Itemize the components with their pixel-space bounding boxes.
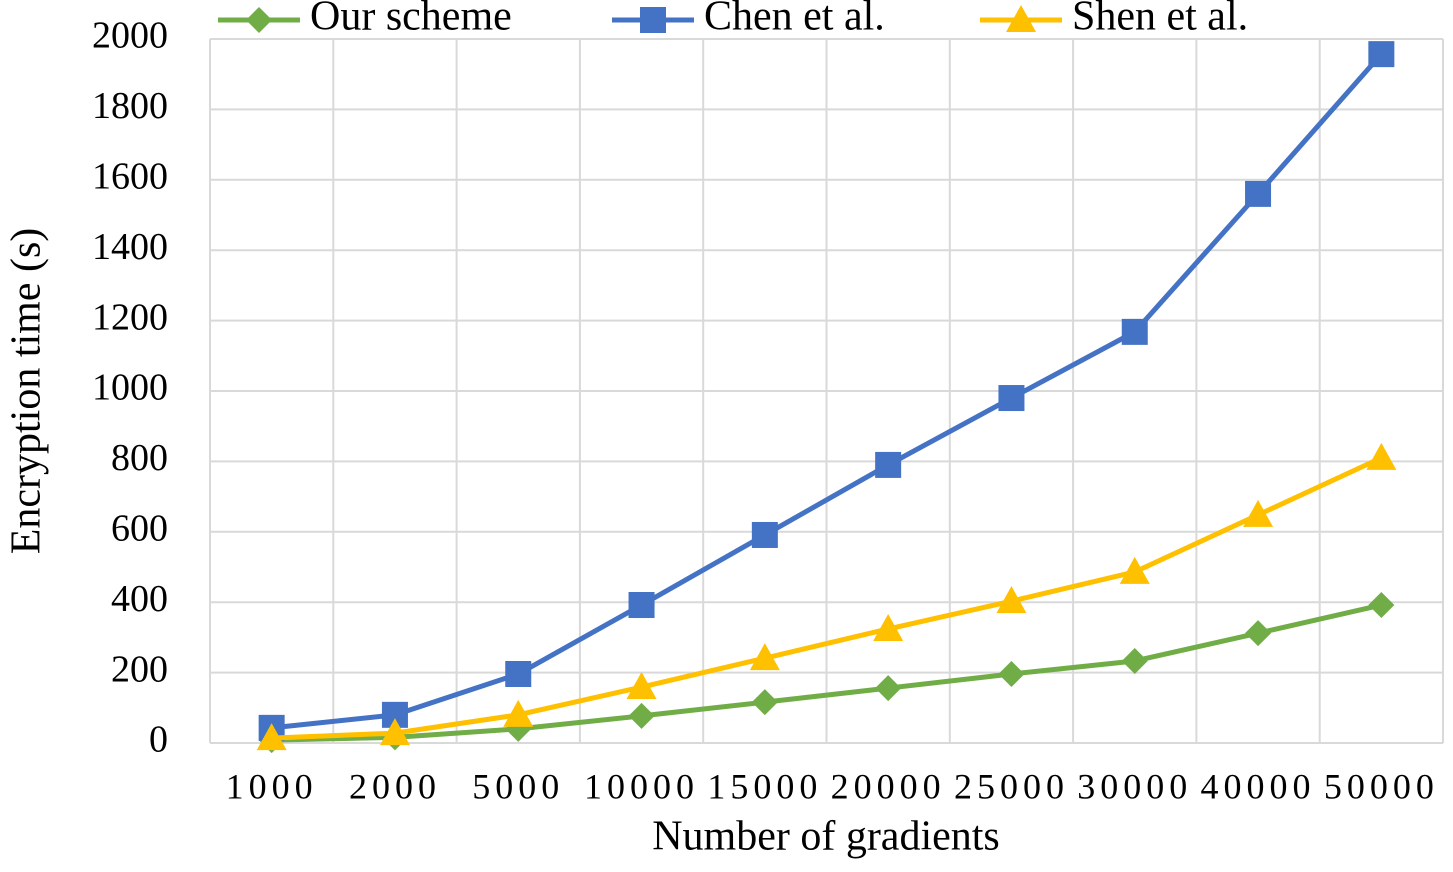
y-tick-label: 1400	[92, 226, 168, 268]
x-tick-label: 1000	[226, 766, 318, 806]
marker	[246, 7, 272, 33]
legend-label: Our scheme	[310, 0, 512, 40]
marker	[640, 7, 666, 33]
x-tick-label: 10000	[584, 766, 699, 806]
marker	[996, 586, 1027, 614]
x-tick-label: 30000	[1077, 766, 1192, 806]
marker	[1368, 41, 1395, 68]
marker	[503, 699, 534, 727]
marker	[626, 672, 657, 700]
marker	[749, 643, 780, 671]
x-tick-label: 20000	[831, 766, 946, 806]
y-tick-label: 2000	[92, 15, 168, 57]
y-tick-label: 1600	[92, 156, 168, 198]
series-line	[271, 455, 1383, 741]
marker	[1006, 5, 1036, 32]
series-line	[271, 602, 1382, 743]
marker	[998, 385, 1025, 412]
marker	[256, 723, 287, 751]
x-tick-label: 2000	[349, 766, 441, 806]
marker	[1368, 592, 1395, 619]
marker	[628, 702, 655, 729]
marker	[1121, 318, 1148, 345]
marker	[379, 718, 410, 746]
marker	[873, 613, 904, 641]
y-tick-label: 0	[149, 719, 168, 761]
y-tick-label: 1200	[92, 296, 168, 338]
x-tick-label: 15000	[707, 766, 822, 806]
marker	[1121, 647, 1148, 674]
x-tick-label: 50000	[1324, 766, 1439, 806]
marker	[1243, 499, 1274, 527]
x-tick-label: 5000	[472, 766, 564, 806]
y-axis-title: Encryption time (s)	[4, 228, 50, 555]
marker	[998, 661, 1025, 688]
y-tick-label: 600	[111, 508, 168, 550]
marker	[1119, 556, 1150, 584]
marker	[875, 675, 902, 702]
marker	[751, 689, 778, 716]
y-tick-label: 800	[111, 437, 168, 479]
marker	[1245, 180, 1272, 207]
y-tick-label: 1800	[92, 85, 168, 127]
y-tick-label: 1000	[92, 367, 168, 409]
marker	[875, 451, 902, 478]
x-tick-label: 25000	[954, 766, 1069, 806]
y-tick-label: 400	[111, 578, 168, 620]
x-tick-label: 40000	[1201, 766, 1316, 806]
y-tick-label: 200	[111, 648, 168, 690]
marker	[628, 592, 655, 619]
series-line	[271, 52, 1384, 731]
marker	[1245, 620, 1272, 647]
legend-label: Shen et al.	[1072, 0, 1248, 40]
marker	[1366, 442, 1397, 470]
marker	[751, 521, 778, 548]
legend-label: Chen et al.	[704, 0, 885, 40]
marker	[505, 661, 532, 688]
x-axis-title: Number of gradients	[652, 814, 1000, 860]
